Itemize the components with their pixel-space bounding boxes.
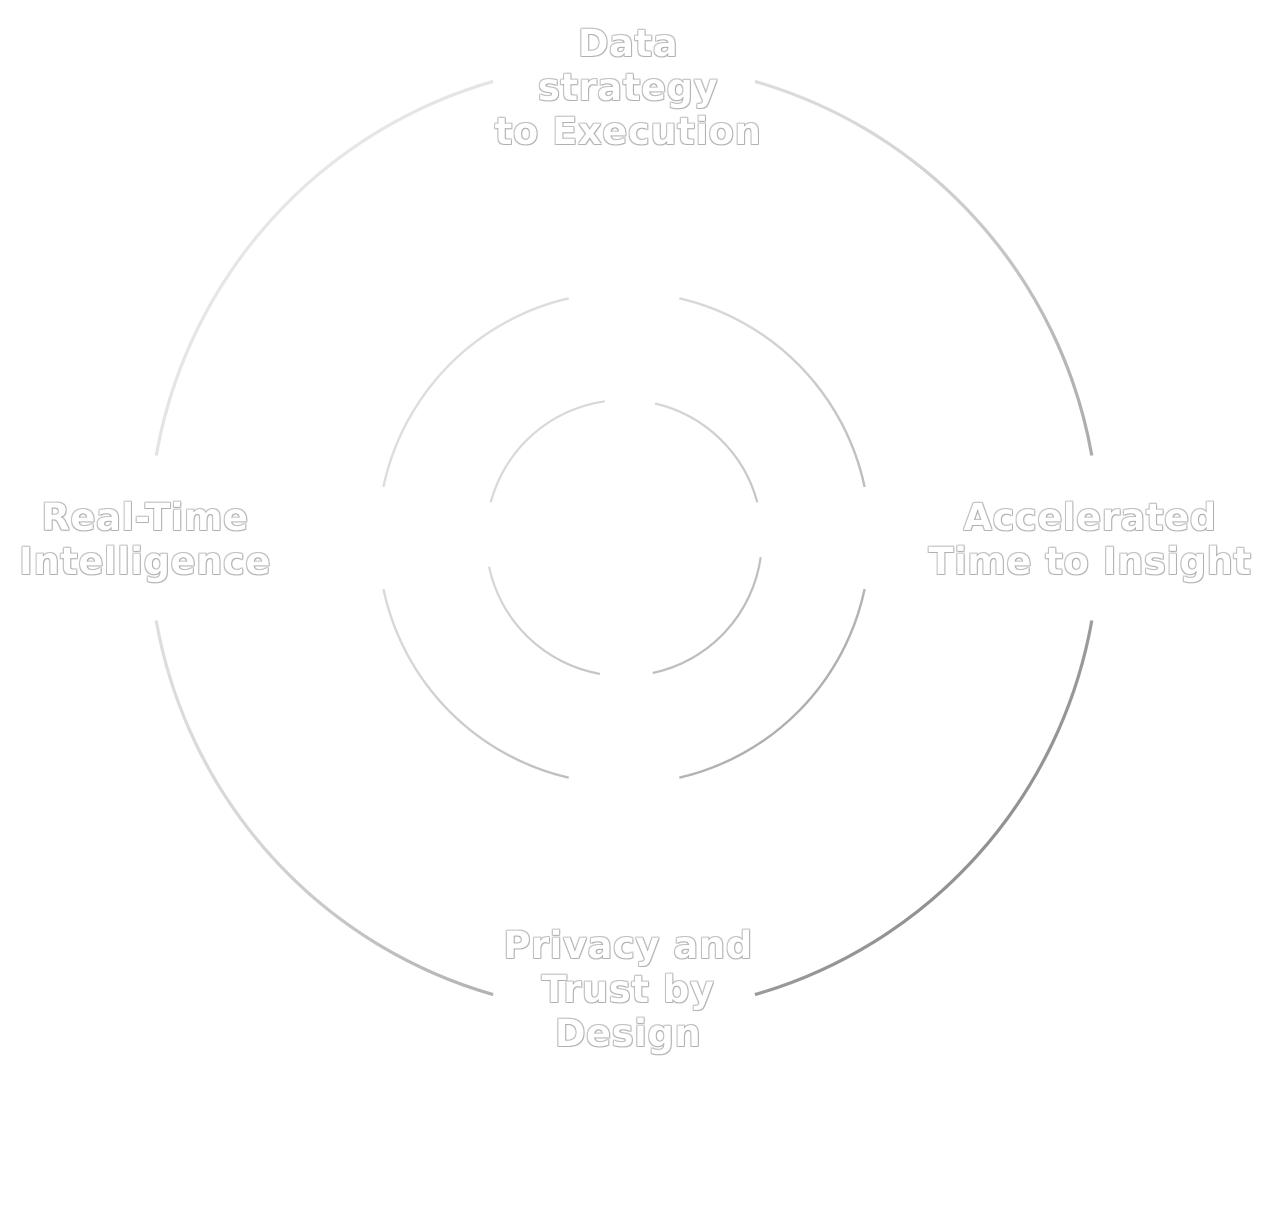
middle-arc-top-left xyxy=(382,297,569,488)
inner-arc-bottom-left xyxy=(487,566,601,675)
label-real-time-intelligence: Real-Time Intelligence xyxy=(19,496,271,583)
inner-ring xyxy=(487,400,762,675)
label-privacy-and-trust-by-design: Privacy and Trust by Design xyxy=(503,924,753,1055)
outer-ring xyxy=(154,79,1094,997)
middle-arc-bottom-left xyxy=(382,588,569,779)
inner-arc-top-left xyxy=(489,400,605,503)
outer-arc-top-right xyxy=(754,79,1094,456)
label-accelerated-time-to-insight: Accelerated Time to Insight xyxy=(928,496,1252,583)
inner-arc-bottom-right xyxy=(652,557,762,675)
middle-arc-top-right xyxy=(679,297,866,488)
inner-arc-top-right xyxy=(654,402,759,503)
outer-arc-top-left xyxy=(154,79,494,456)
outer-arc-bottom-left xyxy=(154,620,494,997)
middle-arc-bottom-right xyxy=(679,588,866,779)
outer-arc-bottom-right xyxy=(754,620,1094,997)
middle-ring xyxy=(382,297,866,779)
label-data-strategy-to-execution: Data strategy to Execution xyxy=(494,22,762,153)
